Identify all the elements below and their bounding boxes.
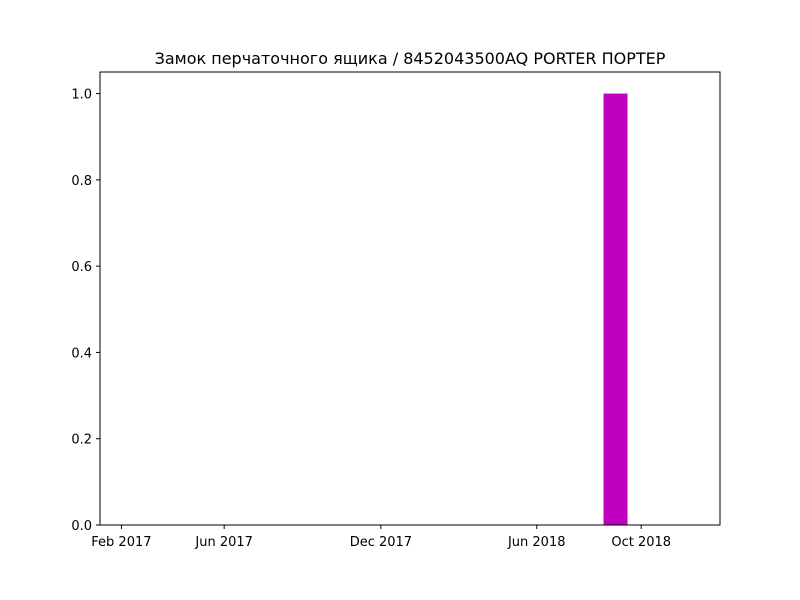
y-tick-label: 0.2 xyxy=(71,433,92,448)
y-tick-label: 0.8 xyxy=(71,174,92,189)
x-tick-label: Jun 2017 xyxy=(194,535,253,550)
plot-frame xyxy=(99,71,721,526)
y-tick-label: 0.0 xyxy=(71,519,92,534)
x-tick-label: Feb 2017 xyxy=(91,535,151,550)
y-tick-label: 0.6 xyxy=(71,260,92,275)
x-tick-label: Oct 2018 xyxy=(611,535,671,550)
y-tick-label: 0.4 xyxy=(71,346,92,361)
plot-area: 0.0 0.2 0.4 0.6 0.8 1.0 Feb 2017 Jun 2017 Dec 20… xyxy=(71,71,721,550)
x-tick-label: Jun 2018 xyxy=(507,535,566,550)
x-tick-label: Dec 2017 xyxy=(350,535,412,550)
chart-title: Замок перчаточного ящика / 8452043500AQ … xyxy=(155,49,666,68)
y-tick-label: 1.0 xyxy=(71,88,92,103)
bar xyxy=(603,93,628,526)
